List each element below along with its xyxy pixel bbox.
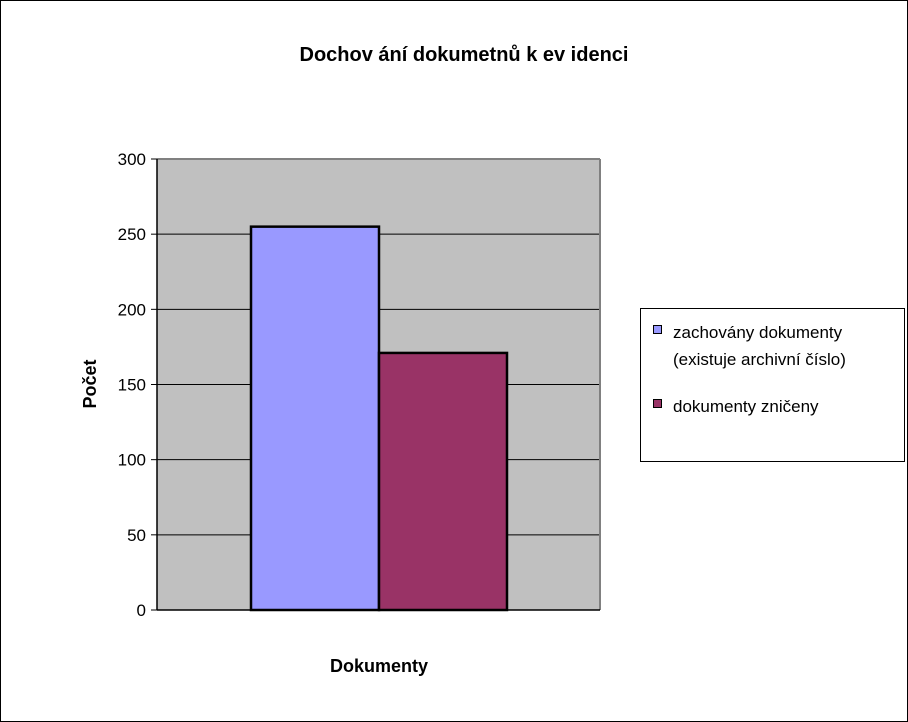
chart-legend: zachovány dokumenty (existuje archivní č… — [640, 308, 905, 462]
legend-label-preserved: zachovány dokumenty (existuje archivní č… — [673, 319, 908, 373]
y-tick-label: 300 — [118, 150, 146, 169]
legend-swatch-preserved — [653, 325, 662, 334]
chart-title: Dochov ání dokumetnů k ev idenci — [299, 44, 629, 66]
legend-label-preserved-line1: zachovány dokumenty — [673, 323, 843, 342]
x-axis-label: Dokumenty — [330, 656, 428, 676]
bar-destroyed — [377, 351, 509, 612]
bar-preserved — [249, 225, 381, 612]
y-tick-label: 0 — [137, 601, 146, 620]
y-tick-label: 200 — [118, 300, 146, 319]
y-tick-label: 250 — [118, 225, 146, 244]
y-tick-label: 50 — [127, 526, 146, 545]
y-tick-label: 150 — [118, 376, 146, 395]
y-axis-label: Počet — [80, 359, 100, 408]
legend-swatch-destroyed — [653, 399, 662, 408]
legend-label-preserved-line2: (existuje archivní číslo) — [673, 350, 846, 369]
y-tick-label: 100 — [118, 451, 146, 470]
legend-label-destroyed: dokumenty zničeny — [673, 397, 819, 416]
